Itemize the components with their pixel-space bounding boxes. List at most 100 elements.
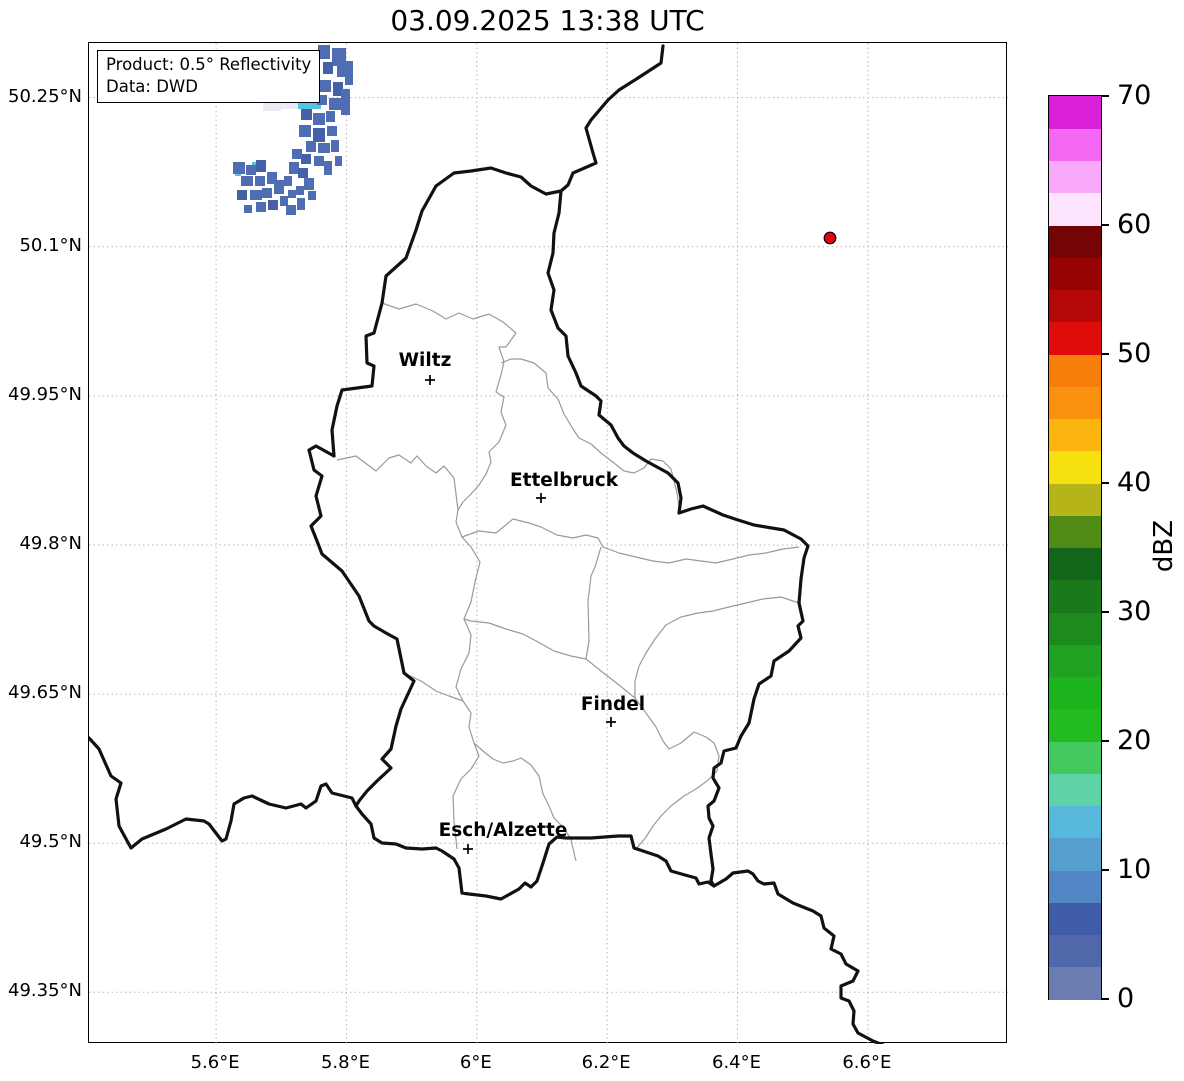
y-tick-label: 49.95°N [8,383,82,405]
x-tick-label: 6.4°E [712,1052,761,1073]
x-tick-label: 6°E [459,1052,492,1073]
radar-echo-cell [337,66,347,77]
radar-echo-cell [341,89,350,115]
city-label: Ettelbruck [510,470,619,491]
radar-echo-cell [335,156,342,166]
colorbar-tick-label: 0 [1117,982,1135,1014]
radar-echo-cell [318,143,330,153]
colorbar-cell [1049,837,1101,871]
city-findel: Findel [581,694,645,727]
colorbar-tick [1102,224,1109,226]
colorbar-cell [1049,902,1101,935]
city-label: Wiltz [399,350,452,371]
colorbar-cell [1049,386,1101,419]
radar-echo-cell [296,186,304,195]
radar-echo-cell [244,205,252,213]
x-tick-label: 6.6°E [842,1052,892,1073]
luxembourg-map: Wiltz Ettelbruck Findel Esch/Alzette [89,43,1008,1044]
colorbar-tick-label: 10 [1117,853,1152,885]
radar-echo-cell [237,190,247,200]
radar-echo-cell [289,162,299,174]
colorbar-cell [1049,773,1101,806]
x-tick-label: 5.8°E [320,1052,370,1073]
x-tick-label: 6.2°E [581,1052,631,1073]
radar-site-dot [823,231,837,245]
radar-echo-cell [255,176,265,186]
colorbar-cell [1049,579,1101,613]
colorbar-tick-label: 50 [1117,337,1152,369]
y-tick-label: 50.1°N [19,234,82,256]
colorbar-tick [1102,611,1109,613]
radar-echo-cell [256,202,266,212]
city-label: Findel [581,694,645,715]
y-tick-label: 49.35°N [8,980,82,1002]
city-wiltz: Wiltz [399,350,452,385]
radar-echo-cell [268,200,278,210]
colorbar-tick [1102,998,1109,1000]
product-info-box: Product: 0.5° Reflectivity Data: DWD [97,50,321,103]
colorbar-cell [1049,354,1101,387]
colorbar-cell [1049,192,1101,226]
radar-echo-cell [246,165,256,175]
radar-echo-cell [323,62,333,74]
city-ettelbruck: Ettelbruck [510,470,619,503]
radar-echo-cell [324,161,332,175]
radar-echo-cell [332,48,346,66]
radar-echo-cell [297,198,305,210]
colorbar-tick [1102,740,1109,742]
colorbar-cell [1049,418,1101,452]
radar-echo-cell [250,190,262,200]
radar-echo-cell [280,196,288,206]
colorbar-cell [1049,805,1101,839]
colorbar-cell [1049,289,1101,323]
radar-echo-cell [311,101,321,109]
radar-echo-cell [319,80,331,92]
colorbar-cell [1049,741,1101,774]
y-tick-label: 49.8°N [19,532,82,554]
radar-echo-cell [233,162,245,174]
colorbar-tick-label: 40 [1117,466,1152,498]
radar-echo-cell [304,178,314,190]
radar-echo-cell [284,176,292,186]
colorbar-cell [1049,225,1101,258]
radar-echo-cell [298,168,308,178]
colorbar-cell [1049,547,1101,581]
colorbar-tick [1102,482,1109,484]
colorbar-tick-label: 70 [1117,79,1152,111]
radar-echo-cell [262,188,272,198]
colorbar-cell [1049,450,1101,484]
radar-echo-cell [318,45,330,59]
colorbar-cell [1049,870,1101,903]
colorbar-cell [1049,644,1101,677]
radar-echo-cell [286,205,296,215]
colorbar-cell [1049,966,1101,1000]
graticule-gridlines [89,43,1008,1044]
radar-echo-cell [299,125,311,137]
reflectivity-colorbar: 0 10 20 30 40 50 60 70 [1048,80,1151,1014]
canton-borders [336,302,800,862]
radar-echo-cell [301,154,311,164]
radar-echo-cell [313,113,325,125]
colorbar-cell [1049,483,1101,516]
colorbar-cell [1049,160,1101,194]
colorbar-cell [1049,708,1101,742]
radar-echo-cell [326,111,335,122]
radar-echo-cell [306,141,316,152]
colorbar-cell [1049,96,1101,129]
colorbar-cell [1049,321,1101,355]
colorbar-tick-label: 30 [1117,595,1152,627]
radar-echo-cell [345,61,353,85]
map-plot-area: Wiltz Ettelbruck Findel Esch/Alzette Produc… [88,42,1008,1044]
city-esch-alzette: Esch/Alzette [439,820,568,854]
colorbar-tick-label: 60 [1117,208,1152,240]
colorbar-cell [1049,676,1101,710]
radar-echo-cell [256,160,266,172]
radar-echo-cell [329,98,341,110]
radar-echo-cell [317,95,327,105]
radar-echo-cell [327,126,337,136]
colorbar-tick [1102,869,1109,871]
city-label: Esch/Alzette [439,820,568,841]
national-borders [89,44,885,1044]
y-tick-label: 49.65°N [8,682,82,704]
